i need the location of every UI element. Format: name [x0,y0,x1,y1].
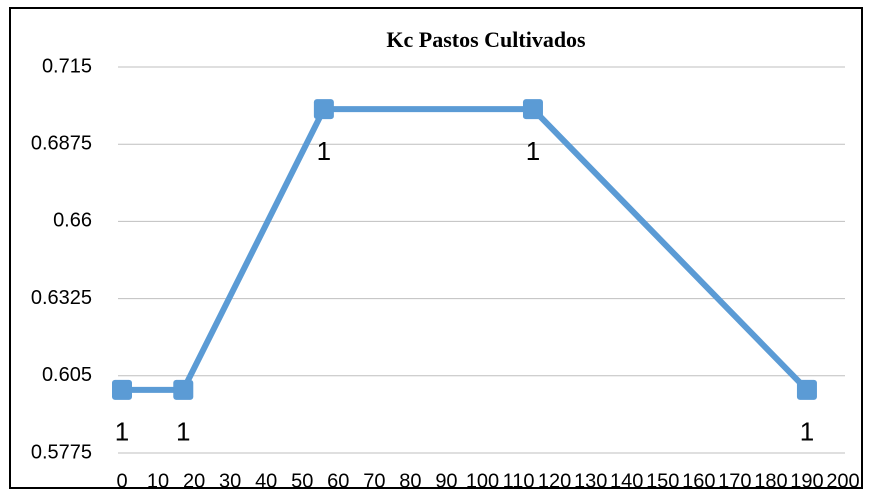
x-tick-label: 110 [503,470,535,492]
y-tick-label: 0.5775 [31,441,92,463]
x-tick-label: 30 [219,470,241,492]
x-tick-label: 200 [826,470,859,492]
x-tick-label: 20 [183,470,205,492]
x-tick-label: 70 [363,470,385,492]
data-label: 1 [526,136,540,166]
x-tick-label: 60 [327,470,349,492]
x-tick-label: 90 [435,470,457,492]
x-tick-label: 160 [682,470,715,492]
x-tick-label: 40 [255,470,277,492]
x-tick-label: 140 [610,470,643,492]
y-tick-label: 0.6875 [31,132,92,154]
x-tick-label: 120 [538,470,571,492]
x-tick-label: 50 [291,470,313,492]
x-tick-label: 170 [718,470,751,492]
x-tick-label: 0 [116,470,127,492]
x-tick-label: 190 [790,470,823,492]
x-tick-label: 100 [466,470,499,492]
data-label: 1 [317,136,331,166]
x-tick-label: 130 [574,470,607,492]
y-tick-label: 0.715 [42,55,92,77]
x-tick-label: 10 [147,470,169,492]
y-tick-label: 0.66 [53,210,92,232]
x-tick-label: 150 [646,470,679,492]
x-tick-label: 80 [399,470,421,492]
data-label: 1 [115,417,129,447]
data-label: 1 [800,417,814,447]
y-tick-label: 0.605 [42,364,92,386]
chart-title: Kc Pastos Cultivados [386,27,586,52]
point-marker [796,379,817,400]
point-marker [173,379,194,400]
data-label: 1 [176,417,190,447]
y-tick-label: 0.6325 [31,287,92,309]
point-marker [313,99,334,120]
x-tick-label: 180 [754,470,787,492]
point-marker [112,379,132,400]
chart-frame [9,7,863,489]
point-marker [522,99,543,120]
